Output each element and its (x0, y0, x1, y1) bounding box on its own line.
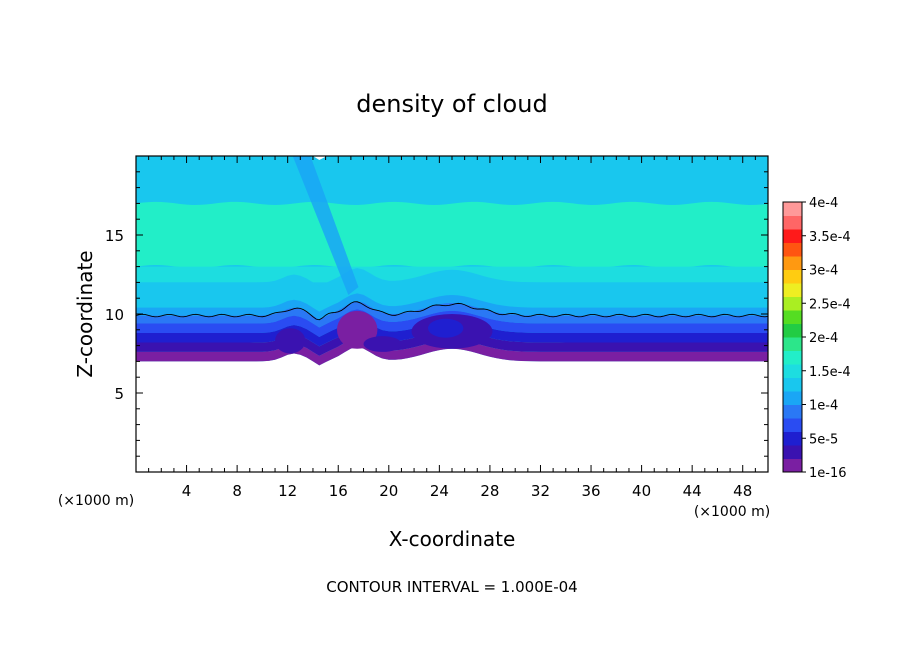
colorbar-swatch (783, 296, 802, 311)
x-axis-label: X-coordinate (389, 527, 516, 551)
x-tick-label: 8 (232, 482, 242, 500)
colorbar-label: 2e-4 (809, 331, 838, 346)
contour-band (136, 268, 768, 312)
y-tick-label: 15 (105, 227, 124, 245)
x-tick-label: 32 (531, 482, 550, 500)
colorbar-swatch (783, 229, 802, 243)
colorbar-label: 2.5e-4 (809, 297, 851, 312)
colorbar-label: 3.5e-4 (809, 230, 851, 245)
colorbar: 1e-16 5e-5 1e-4 1.5e-4 2e-4 2.5e-4 3e-4 3.5e-4 4… (782, 196, 851, 481)
x-tick-label: 24 (430, 482, 449, 500)
contour-band (136, 293, 768, 320)
x-tick-label: 40 (632, 482, 651, 500)
colorbar-swatch (783, 377, 802, 392)
x-unit-left: (×1000 m) (58, 493, 134, 509)
colorbar-swatch (783, 431, 802, 446)
y-tick-label: 10 (105, 306, 124, 324)
colorbar-label: 5e-5 (809, 432, 838, 447)
contour-interval-note: CONTOUR INTERVAL = 1.000E-04 (326, 578, 577, 596)
colorbar-swatch (783, 256, 802, 270)
colorbar-swatch (783, 350, 802, 365)
x-tick-label: 36 (581, 482, 600, 500)
x-tick-label: 4 (182, 482, 192, 500)
colorbar-swatch (783, 404, 802, 419)
colorbar-label: 1e-4 (809, 399, 838, 414)
colorbar-swatch (783, 215, 802, 230)
colorbar-swatch (783, 283, 802, 297)
colorbar-swatch (783, 310, 802, 324)
colorbar-swatch (783, 202, 802, 216)
contour-band (136, 301, 768, 328)
x-tick-label: 44 (683, 482, 702, 500)
y-axis-label: Z-coordinate (73, 250, 97, 377)
colorbar-label: 3e-4 (809, 264, 838, 279)
colorbar-swatch (783, 337, 802, 351)
x-unit-right: (×1000 m) (694, 504, 770, 520)
colorbar-swatch (783, 364, 802, 378)
cloud-core (275, 328, 306, 354)
x-tick-label: 48 (733, 482, 752, 500)
contour-band (136, 201, 768, 269)
colorbar-swatch (783, 418, 802, 432)
y-axis: 5 10 15 (105, 171, 768, 457)
cloud-core (363, 336, 402, 352)
contour-band (136, 318, 768, 347)
x-tick-label: 16 (329, 482, 348, 500)
colorbar-swatch (783, 269, 802, 284)
cloud-core (427, 318, 464, 338)
x-axis: 4 8 12 16 20 24 28 32 36 40 44 48 (148, 156, 756, 500)
colorbar-label: 4e-4 (809, 196, 838, 211)
contour-band (136, 309, 768, 337)
colorbar-swatch (783, 458, 802, 473)
colorbar-label: 1e-16 (809, 466, 847, 481)
colorbar-swatch (783, 323, 802, 338)
colorbar-swatch (783, 242, 802, 257)
colorbar-label: 1.5e-4 (809, 365, 851, 380)
x-tick-label: 20 (379, 482, 398, 500)
colorbar-swatch (783, 391, 802, 405)
x-tick-label: 28 (480, 482, 499, 500)
contour-line (136, 301, 768, 321)
plot-field (136, 156, 768, 472)
chart-title: density of cloud (356, 90, 547, 118)
y-tick-label: 5 (114, 385, 124, 403)
colorbar-swatch (783, 445, 802, 459)
plume (292, 156, 359, 296)
x-tick-label: 12 (278, 482, 297, 500)
